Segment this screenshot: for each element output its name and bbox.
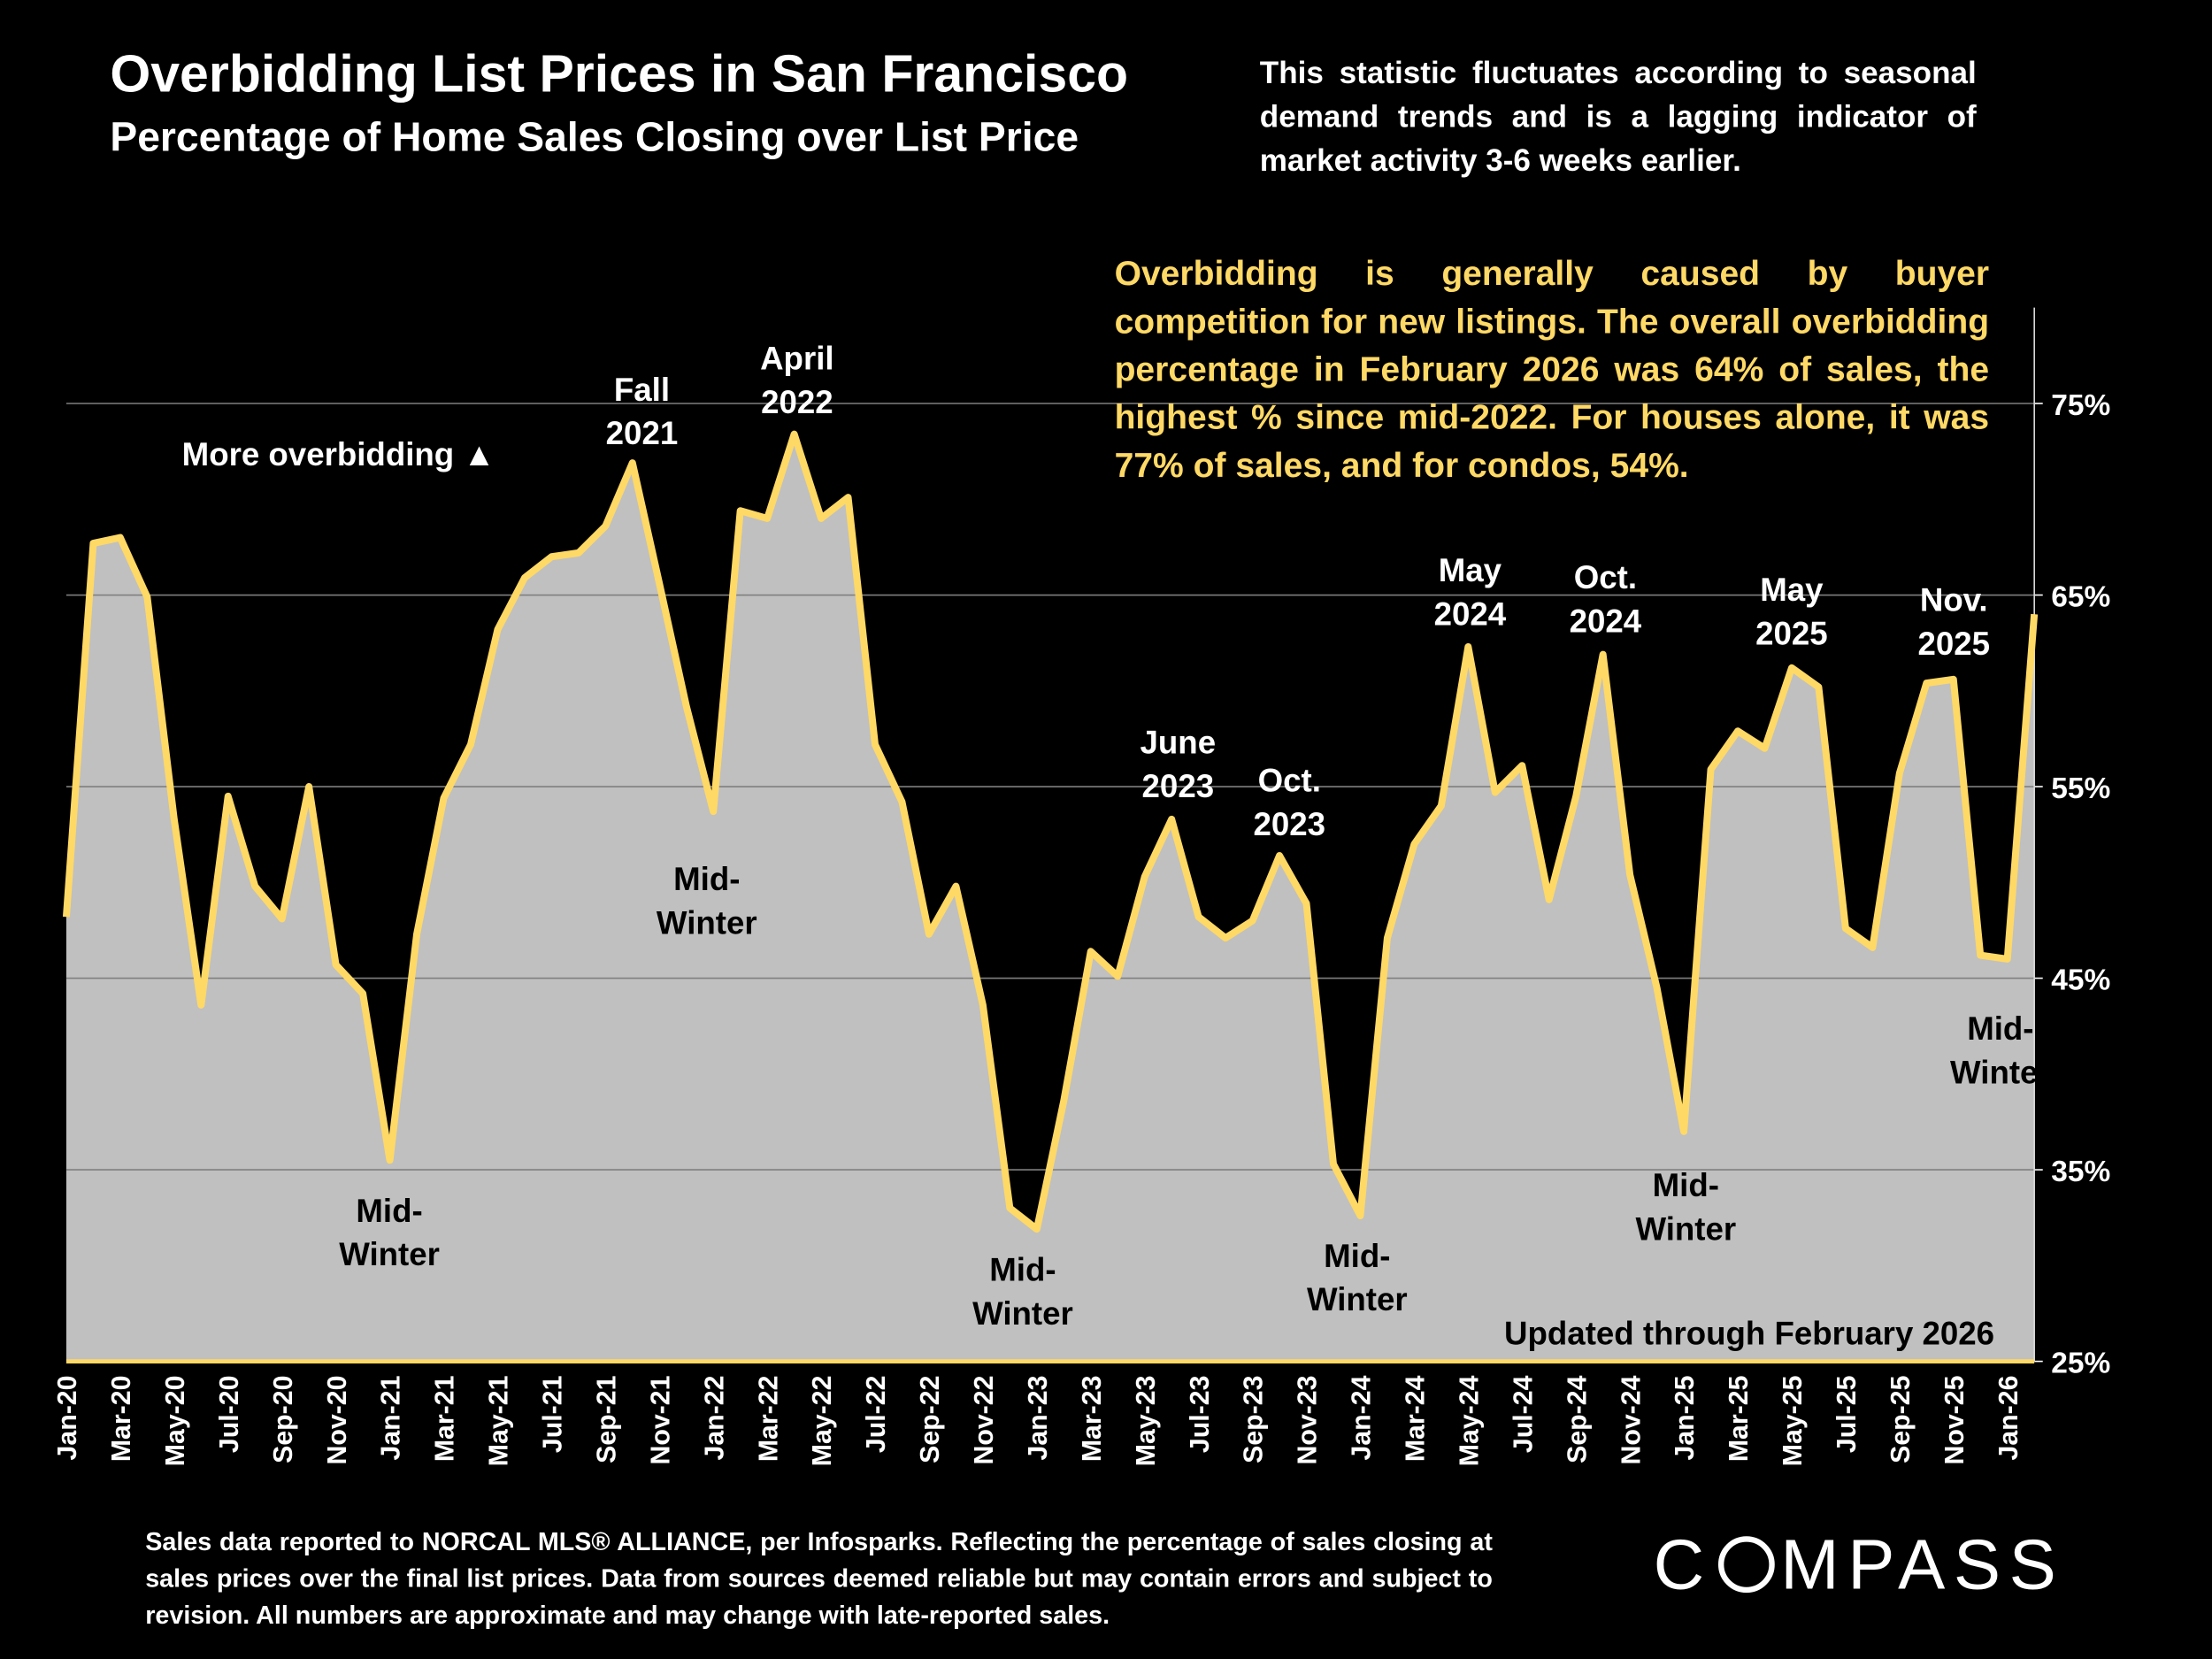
series-line	[62, 430, 2039, 1233]
x-tick-label: Jan-24	[1348, 1375, 1377, 1460]
source-footnote: Sales data reported to NORCAL MLS® ALLIA…	[145, 1527, 1493, 1630]
annotation-label: 2021	[606, 415, 679, 451]
x-tick-label: Sep-24	[1563, 1375, 1592, 1463]
annotation-label: April	[760, 341, 834, 377]
annotation-label: Mid-	[1324, 1238, 1390, 1274]
annotation-label: Winter	[657, 904, 757, 941]
x-tick-label: Mar-25	[1724, 1376, 1754, 1463]
annotation-label: Oct.	[1258, 762, 1321, 798]
annotation-label: Mid-	[673, 861, 740, 897]
x-tick-label: Jul-21	[539, 1376, 568, 1454]
seasonal-note: This statistic fluctuates according to s…	[1259, 55, 1977, 178]
x-tick-label: Jul-20	[215, 1376, 244, 1454]
x-tick-label: Sep-22	[916, 1376, 945, 1463]
x-tick-label: Nov-25	[1940, 1376, 1970, 1465]
x-tick-label: Nov-22	[970, 1376, 999, 1465]
x-tick-label: Nov-23	[1294, 1376, 1323, 1465]
annotation-label: May	[1439, 552, 1502, 588]
x-tick-label: Nov-20	[323, 1376, 352, 1465]
x-tick-label: Sep-25	[1886, 1376, 1916, 1463]
x-tick-label: May-22	[808, 1376, 837, 1467]
annotation-label: Winter	[1307, 1281, 1408, 1317]
x-tick-label: Jul-25	[1832, 1376, 1862, 1454]
x-tick-label: Mar-24	[1402, 1375, 1431, 1462]
annotation-label: Nov.	[1920, 581, 1988, 618]
annotation-label: Updated through February 2026	[1504, 1315, 1994, 1351]
annotation-label: 2023	[1254, 806, 1326, 842]
y-tick-label: 35%	[2051, 1156, 2110, 1188]
x-tick-label: Mar-23	[1078, 1376, 1107, 1463]
annotation-label: Winter	[972, 1295, 1073, 1332]
annotation-label: Mid-	[356, 1193, 422, 1229]
x-tick-label: May-20	[161, 1376, 190, 1467]
compass-logo: C MPASS	[1653, 1525, 2065, 1604]
x-tick-label: Jan-22	[700, 1376, 729, 1461]
annotation-label: Oct.	[1574, 559, 1637, 595]
x-tick-label: Mar-22	[754, 1376, 783, 1463]
annotation-label: 2020 pandemic	[191, 682, 424, 718]
page-title: Overbidding List Prices in San Francisco	[110, 45, 1129, 104]
annotation-label: market	[254, 726, 360, 762]
annotation-label: 2025	[1917, 626, 1990, 662]
x-tick-label: May-21	[485, 1376, 514, 1467]
x-tick-label: May-25	[1778, 1376, 1808, 1467]
x-tick-label: Mar-21	[431, 1376, 460, 1463]
x-tick-label: Sep-20	[269, 1376, 298, 1463]
annotation-label: More overbidding ▲	[182, 436, 495, 472]
y-tick-label: 45%	[2051, 964, 2110, 996]
x-tick-label: Jan-21	[377, 1376, 406, 1461]
x-tick-label: May-24	[1455, 1375, 1484, 1466]
annotation-label: Winter	[1635, 1210, 1736, 1247]
annotation-label: June	[1141, 724, 1217, 760]
x-tick-label: May-23	[1132, 1376, 1161, 1467]
annotation-label: Fall	[614, 372, 670, 408]
x-tick-label: Jul-22	[862, 1376, 891, 1454]
callout-text: Overbidding is generally caused by buyer…	[1114, 255, 1990, 486]
x-tick-label: Sep-23	[1240, 1376, 1269, 1463]
y-tick-label: 25%	[2051, 1347, 2110, 1379]
x-tick-label: Mar-20	[107, 1376, 136, 1463]
annotation-label: 2024	[1570, 603, 1642, 639]
annotation-label: May	[1760, 572, 1824, 608]
x-tick-label: Jan-23	[1024, 1376, 1053, 1461]
x-tick-label: Jan-20	[53, 1376, 82, 1461]
annotation-label: Mid-	[1653, 1167, 1719, 1203]
x-tick-label: Sep-21	[592, 1376, 621, 1463]
annotation-label: 2023	[1142, 768, 1215, 804]
y-tick-label: 55%	[2051, 772, 2110, 805]
annotation-label: 2025	[1755, 616, 1828, 652]
x-tick-label: Nov-21	[646, 1376, 675, 1465]
y-tick-label: 75%	[2051, 389, 2110, 422]
page-subtitle: Percentage of Home Sales Closing over Li…	[110, 115, 1079, 161]
x-tick-label: Jan-25	[1671, 1376, 1700, 1461]
annotation-label: Mid-	[1967, 1010, 2033, 1047]
x-tick-label: Jul-24	[1509, 1375, 1538, 1453]
x-tick-label: Nov-24	[1617, 1375, 1646, 1464]
annotation-label: Winter	[339, 1236, 440, 1272]
annotation-label: 2022	[761, 384, 833, 420]
x-tick-label: Jan-26	[1994, 1376, 2024, 1461]
y-tick-label: 65%	[2051, 580, 2110, 613]
annotation-label: Mid-	[989, 1252, 1056, 1288]
annotation-label: 2024	[1434, 595, 1507, 632]
area-fill	[65, 434, 2035, 1362]
annotation-label: Winter	[1950, 1054, 2051, 1090]
x-tick-label: Jul-23	[1186, 1376, 1215, 1454]
